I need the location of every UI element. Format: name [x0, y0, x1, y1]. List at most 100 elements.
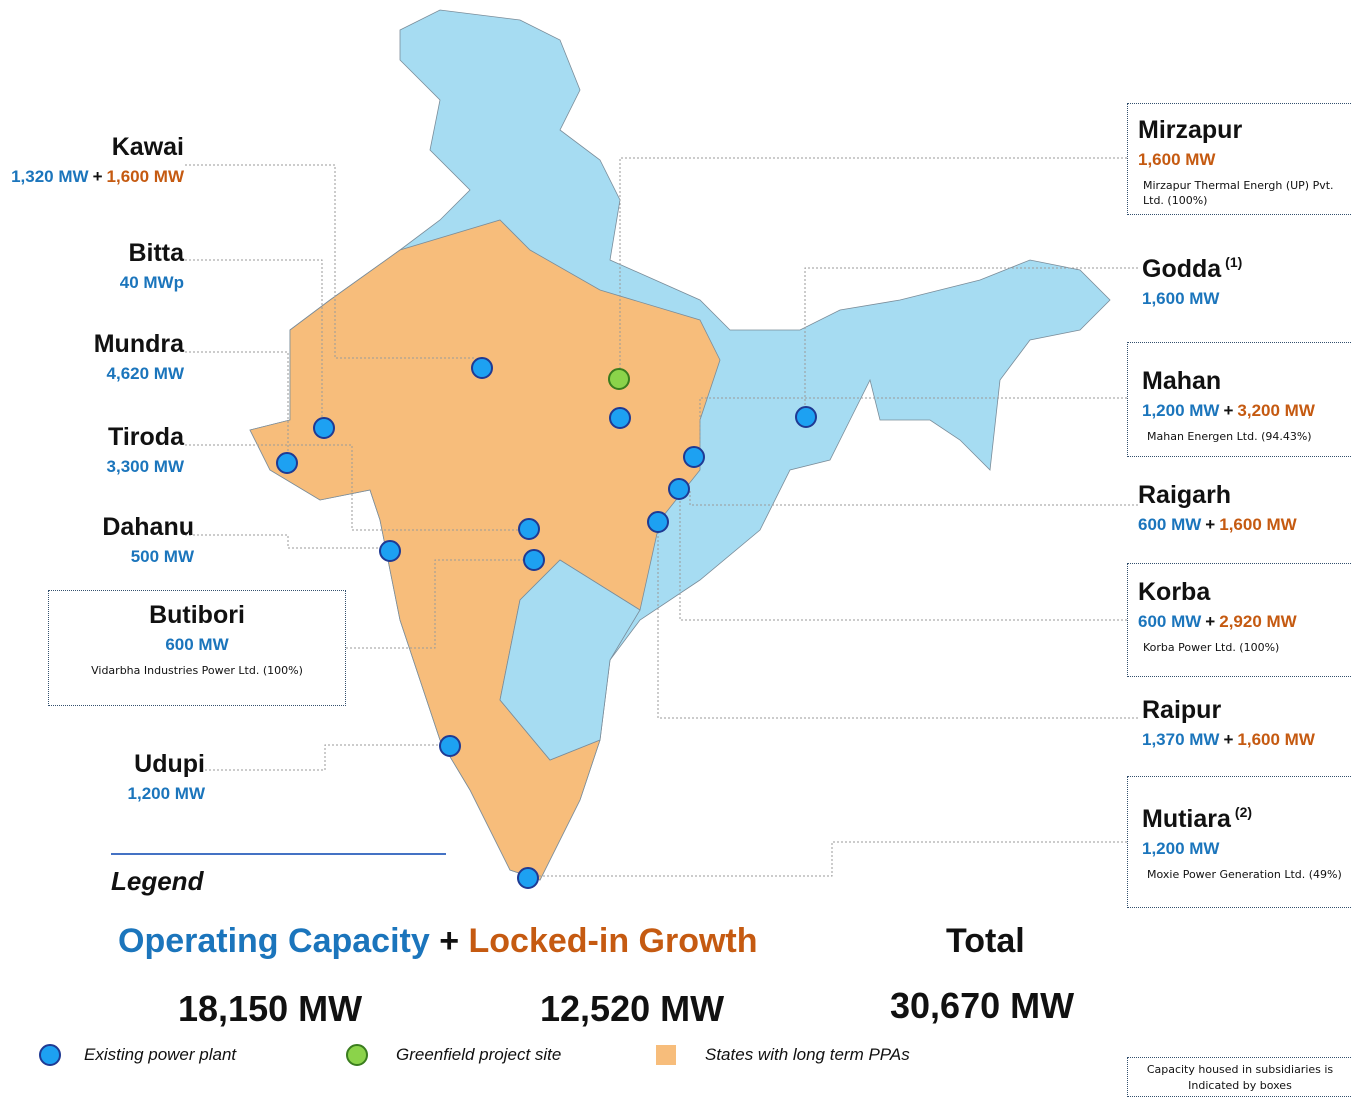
growth-capacity: 1,600 MW [1138, 150, 1216, 169]
key-ppa-icon [656, 1045, 676, 1065]
grand-total: 30,670 MW [890, 985, 1075, 1026]
plant-capacity: 600 MW [48, 632, 346, 657]
plant-name-text: Mahan [1142, 367, 1222, 395]
leader-line [689, 489, 1138, 506]
leader-line [185, 534, 383, 549]
key-greenfield-icon [346, 1044, 368, 1066]
plant-marker [523, 549, 545, 571]
plant-capacity: 40 MWp [0, 270, 184, 295]
plant-capacity: 4,620 MW [0, 361, 184, 386]
plant-label: Mutiara (2) 1,200 MW Moxie Power Generation… [1142, 795, 1352, 882]
footnote-marker: (2) [1234, 804, 1253, 820]
plant-marker [379, 540, 401, 562]
plant-label: Kawai 1,320 MW +1,600 MW [0, 130, 184, 189]
plant-label: Bitta 40 MWp [0, 236, 184, 295]
plant-name: Mundra [0, 327, 184, 361]
plant-name-text: Mundra [93, 330, 184, 358]
operating-capacity: 1,320 MW [11, 167, 89, 186]
plant-markers [276, 357, 817, 889]
plant-name-text: Udupi [134, 750, 205, 778]
plant-capacity: 1,200 MW [0, 781, 205, 806]
plant-capacity: 3,300 MW [0, 454, 184, 479]
plant-name: Korba [1138, 575, 1352, 609]
plant-capacity: 600 MW +2,920 MW [1138, 609, 1352, 634]
growth-capacity: 1,600 MW [1237, 730, 1315, 749]
operating-capacity: 1,200 MW [127, 784, 205, 803]
plant-marker [609, 407, 631, 429]
plant-name-text: Raigarh [1138, 481, 1232, 509]
company-name: Moxie Power Generation Ltd. (49%) [1147, 868, 1342, 881]
plant-label: Mundra 4,620 MW [0, 327, 184, 386]
total-label: Total [946, 922, 1025, 960]
plant-name-text: Godda [1142, 255, 1222, 283]
plant-capacity: 1,200 MW +3,200 MW [1142, 398, 1352, 423]
company-name: Korba Power Ltd. (100%) [1143, 641, 1280, 654]
plant-name: Udupi [0, 747, 205, 781]
growth-capacity: 1,600 MW [1219, 515, 1297, 534]
plant-name: Dahanu [0, 510, 194, 544]
legend-title: Legend [111, 866, 204, 896]
leader-line [205, 744, 443, 771]
company-name: Mahan Energen Ltd. (94.43%) [1147, 430, 1312, 443]
company-name: Vidarbha Industries Power Ltd. (100%) [91, 664, 303, 677]
leader-line [699, 397, 1127, 450]
plant-marker [471, 357, 493, 379]
plant-marker [439, 735, 461, 757]
subsidiary-box [1127, 776, 1352, 908]
plant-name: Godda (1) [1142, 245, 1352, 286]
leader-line [679, 495, 1127, 621]
plus: + [1205, 612, 1216, 631]
plus: + [92, 167, 103, 186]
plant-marker [517, 867, 539, 889]
plant-marker [313, 417, 335, 439]
operating-capacity: 1,200 MW [1142, 839, 1220, 858]
growth-total: 12,520 MW [540, 988, 725, 1029]
plant-name: Mirzapur [1138, 113, 1352, 147]
plant-name-text: Kawai [111, 133, 184, 161]
plant-name-text: Tiroda [108, 423, 184, 451]
leader-line [536, 841, 1127, 877]
leader-line [185, 164, 475, 359]
plant-name: Kawai [0, 130, 184, 164]
legend-headline: Operating Capacity + Locked-in Growth [118, 922, 758, 961]
subsidiary-box [48, 590, 346, 706]
operating-capacity: 1,200 MW [1142, 401, 1220, 420]
plant-name: Tiroda [0, 420, 184, 454]
key-label: States with long term PPAs [705, 1045, 910, 1064]
leader-line [804, 267, 1138, 410]
key-label: Existing power plant [84, 1045, 237, 1064]
plant-label: Mahan 1,200 MW +3,200 MW Mahan Energen Ltd.… [1142, 364, 1352, 444]
key-label: Greenfield project site [396, 1045, 562, 1064]
plant-name: Bitta [0, 236, 184, 270]
plant-name-text: Korba [1138, 578, 1211, 606]
greenfield-marker [608, 368, 630, 390]
ppa-states [249, 219, 721, 881]
plant-label: Udupi 1,200 MW [0, 747, 205, 806]
plant-label: Dahanu 500 MW [0, 510, 194, 569]
plant-capacity: 500 MW [0, 544, 194, 569]
plus: + [439, 922, 460, 960]
growth-capacity: 3,200 MW [1237, 401, 1315, 420]
plant-marker [668, 478, 690, 500]
plant-name: Raipur [1142, 693, 1352, 727]
plant-marker [276, 452, 298, 474]
operating-label: Operating Capacity [118, 922, 430, 960]
operating-capacity: 500 MW [130, 547, 194, 566]
plant-name: Butibori [48, 598, 346, 632]
plant-label: Tiroda 3,300 MW [0, 420, 184, 479]
plant-marker [683, 446, 705, 468]
plant-marker [647, 511, 669, 533]
leader-lines [185, 157, 1138, 877]
footnote-marker: (1) [1225, 254, 1243, 270]
plant-capacity: 600 MW +1,600 MW [1138, 512, 1352, 537]
plant-capacity: 1,320 MW +1,600 MW [0, 164, 184, 189]
subsidiary-box [1127, 563, 1352, 677]
operating-capacity: 40 MWp [119, 273, 184, 292]
plant-marker [518, 518, 540, 540]
plant-name-text: Raipur [1142, 696, 1222, 724]
operating-capacity: 600 MW [165, 635, 229, 654]
operating-capacity: 4,620 MW [106, 364, 184, 383]
subsidiary-box [1127, 342, 1352, 457]
plant-label: Raigarh 600 MW +1,600 MW [1138, 478, 1352, 537]
